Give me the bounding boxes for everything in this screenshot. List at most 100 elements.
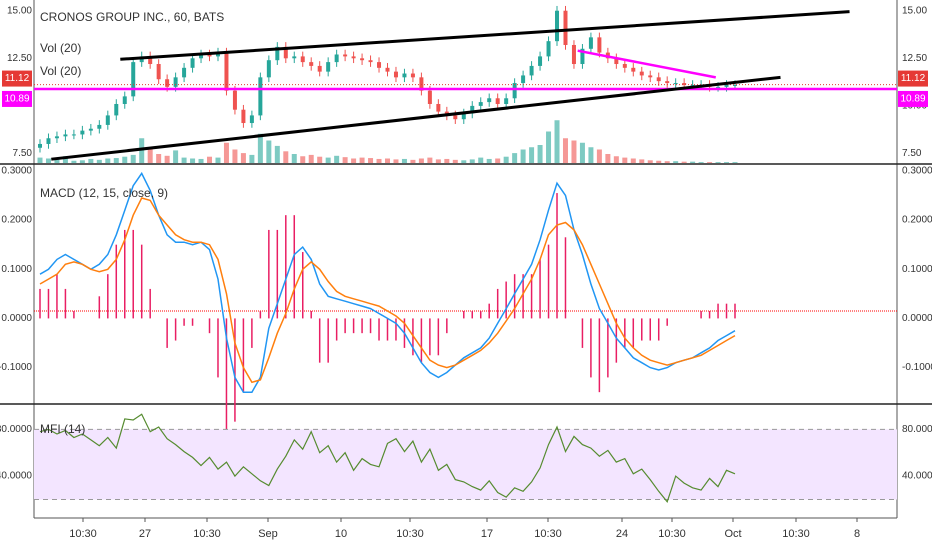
candle-body [436, 103, 441, 112]
volume-bar [529, 147, 535, 163]
candle-body [597, 37, 602, 53]
candle-body [190, 58, 195, 68]
volume-bar [342, 157, 348, 163]
macd-tick-right-0: 0.3000 [902, 166, 932, 177]
price-tick-left-1: 12.50 [7, 53, 32, 64]
candle-body [453, 115, 458, 120]
volume-bar [681, 161, 687, 163]
candle-body [716, 86, 721, 88]
volume-bar [732, 162, 738, 163]
volume-bar [469, 159, 475, 163]
volume-bar [622, 157, 628, 163]
volume-bar [393, 159, 399, 163]
candle-body [656, 77, 661, 82]
volume-bar [173, 150, 179, 163]
volume-bar [562, 138, 568, 163]
candle-body [54, 136, 59, 139]
volume-bar [596, 149, 602, 163]
candle-body [275, 46, 280, 61]
volume-bar [512, 153, 518, 163]
candle-body [470, 105, 475, 114]
time-tick-label-5: 10:30 [396, 528, 424, 540]
time-tick-label-7: 10:30 [534, 528, 562, 540]
time-tick-label-9: 10:30 [658, 528, 686, 540]
macd-tick-left-3: 0.0000 [1, 313, 32, 324]
candle-body [63, 134, 68, 137]
volume-bar [376, 158, 382, 163]
volume-bar [215, 157, 221, 163]
volume-bar [664, 161, 670, 163]
time-tick-label-11: 10:30 [782, 528, 810, 540]
time-tick-label-10: Oct [724, 528, 741, 540]
candle-body [97, 124, 102, 129]
volume-bar [266, 140, 272, 163]
volume-label-1: Vol (20) [40, 41, 82, 55]
candle-body [80, 130, 85, 135]
candle-body [283, 46, 288, 59]
candle-body [521, 75, 526, 84]
macd-title: MACD (12, 15, close, 9) [40, 186, 169, 200]
volume-bar [207, 156, 213, 163]
candle-body [343, 54, 348, 57]
time-tick-label-3: Sep [258, 528, 278, 540]
volume-bar [325, 157, 331, 163]
candle-body [461, 113, 466, 120]
volume-bar [495, 158, 501, 163]
price-tick-left-0: 15.00 [7, 5, 32, 16]
volume-bar [45, 158, 51, 163]
candle-body [410, 73, 415, 78]
price-tick-right-3: 7.50 [902, 148, 922, 159]
price-badge-left-0 [2, 70, 32, 87]
symbol-title: CRONOS GROUP INC., 60, BATS [40, 10, 225, 24]
candle-body [156, 64, 161, 80]
volume-bar [486, 158, 492, 163]
mfi-tick-right-1: 40.0000 [902, 471, 932, 482]
volume-bar [613, 156, 619, 163]
candle-body [241, 109, 246, 124]
mfi-title: MFI (14) [40, 422, 86, 436]
volume-bar [79, 160, 85, 163]
macd-tick-right-2: 0.1000 [902, 264, 932, 275]
macd-line [39, 171, 736, 393]
candle-body [631, 67, 636, 72]
volume-bar [520, 149, 526, 163]
volume-bar [198, 158, 204, 163]
candle-body [580, 48, 585, 65]
candle-body [122, 96, 127, 104]
volume-bar [690, 161, 696, 163]
candle-body [292, 56, 297, 59]
candle-body [232, 90, 237, 110]
trendline-1 [51, 75, 781, 161]
time-tick-label-1: 27 [139, 528, 151, 540]
volume-bar [359, 157, 365, 163]
volume-bar [418, 158, 424, 163]
candle-body [512, 83, 517, 99]
candle-body [495, 98, 500, 104]
volume-bar [707, 162, 713, 163]
candle-body [105, 115, 110, 125]
candle-body [682, 83, 687, 85]
price-badge-right-1 [898, 90, 928, 107]
candle-body [114, 103, 119, 116]
candle-body [368, 60, 373, 63]
macd-tick-left-2: 0.1000 [1, 264, 32, 275]
candle-body [504, 98, 509, 104]
volume-bar [240, 153, 246, 163]
mfi-tick-left-0: 80.0000 [0, 424, 32, 435]
candle-body [419, 77, 424, 91]
candle-body [148, 56, 153, 65]
candle-body [385, 67, 390, 72]
volume-bar [401, 158, 407, 163]
candle-body [88, 128, 93, 131]
volume-bar [630, 158, 636, 163]
candle-body [38, 143, 42, 148]
candle-body [131, 62, 136, 97]
candle-body [309, 62, 314, 66]
candle-body [224, 52, 229, 91]
candle-body [300, 56, 305, 63]
volume-bar [156, 154, 162, 163]
volume-bar [105, 158, 111, 163]
macd-tick-right-1: 0.2000 [902, 215, 932, 226]
volume-bar [588, 147, 594, 163]
